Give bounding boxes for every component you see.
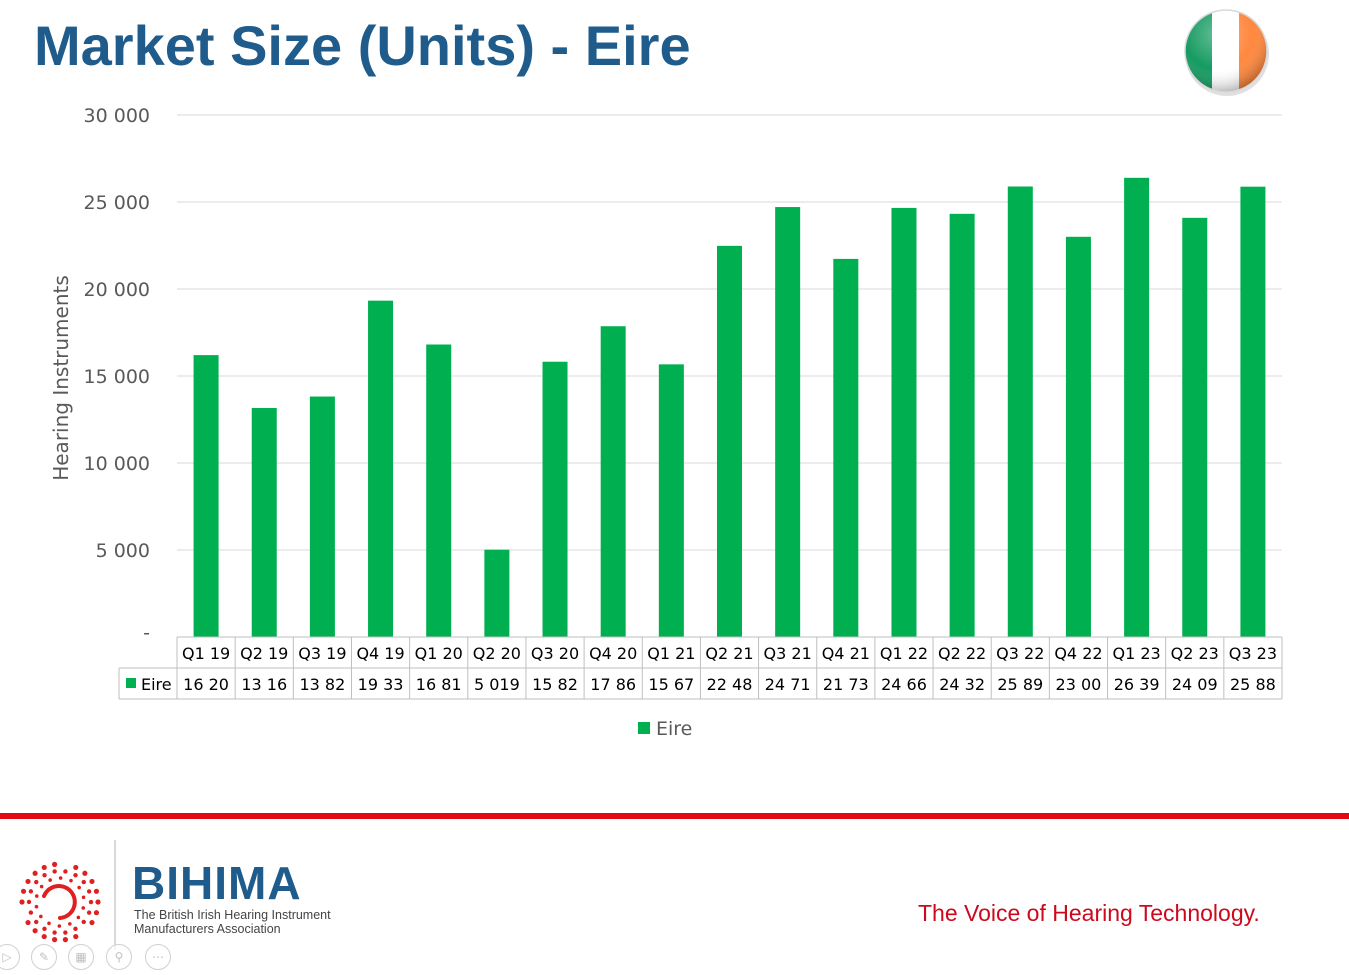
table-value-label: 22 48 xyxy=(707,675,753,694)
play-icon[interactable]: ▷ xyxy=(0,944,20,970)
tagline: The Voice of Hearing Technology. xyxy=(918,900,1260,926)
table-value-label: 15 82 xyxy=(532,675,578,694)
y-tick-label: 30 000 xyxy=(84,105,150,127)
bar xyxy=(1065,236,1091,638)
footer-accent-line xyxy=(0,813,1349,819)
bar xyxy=(1240,186,1266,638)
slide-title: Market Size (Units) - Eire xyxy=(34,14,691,77)
table-value-label: 17 86 xyxy=(590,675,636,694)
bar xyxy=(542,361,568,637)
table-value-label: 24 32 xyxy=(939,675,985,694)
logo-divider xyxy=(114,840,116,950)
bar xyxy=(775,207,801,637)
zoom-icon[interactable]: ⚲ xyxy=(106,944,132,970)
legend-swatch xyxy=(638,722,650,734)
x-category-label: Q1 19 xyxy=(182,644,230,663)
ireland-flag-icon xyxy=(1184,9,1269,96)
x-category-label: Q2 22 xyxy=(938,644,986,663)
legend-label: Eire xyxy=(656,718,692,740)
logo-name: BIHIMA xyxy=(132,857,302,909)
x-category-label: Q4 20 xyxy=(589,644,637,663)
table-series-name: Eire xyxy=(141,675,172,694)
y-tick-label: 25 000 xyxy=(84,192,150,214)
bar xyxy=(658,364,684,637)
bar xyxy=(891,207,917,637)
logo-subtitle-line-1: The British Irish Hearing Instrument xyxy=(134,908,331,922)
x-category-label: Q4 19 xyxy=(356,644,404,663)
bar xyxy=(309,396,335,637)
pen-icon[interactable]: ✎ xyxy=(31,944,57,970)
bar xyxy=(368,300,394,637)
x-category-label: Q3 23 xyxy=(1229,644,1277,663)
bar xyxy=(484,549,510,637)
x-category-label: Q1 23 xyxy=(1112,644,1160,663)
x-category-label: Q3 21 xyxy=(764,644,812,663)
slide-show-controls: ▷ ✎ ▦ ⚲ ⋯ xyxy=(0,941,180,973)
bar xyxy=(600,326,626,637)
y-tick-label: - xyxy=(143,622,150,644)
bar xyxy=(1124,177,1150,637)
slides-grid-icon[interactable]: ▦ xyxy=(68,944,94,970)
bihima-logo-mark-icon xyxy=(19,861,101,943)
bihima-logo: BIHIMA The British Irish Hearing Instrum… xyxy=(14,840,354,950)
table-value-label: 13 16 xyxy=(241,675,287,694)
y-tick-label: 10 000 xyxy=(84,453,150,475)
y-tick-label: 15 000 xyxy=(84,366,150,388)
bar xyxy=(949,213,975,637)
x-category-label: Q3 22 xyxy=(996,644,1044,663)
bar xyxy=(251,408,277,637)
x-category-label: Q4 21 xyxy=(822,644,870,663)
x-category-label: Q3 20 xyxy=(531,644,579,663)
table-value-label: 24 66 xyxy=(881,675,927,694)
y-tick-label: 5 000 xyxy=(96,540,150,562)
table-value-label: 15 67 xyxy=(648,675,694,694)
table-value-label: 25 88 xyxy=(1230,675,1276,694)
x-category-label: Q3 19 xyxy=(298,644,346,663)
table-value-label: 24 09 xyxy=(1172,675,1218,694)
bar xyxy=(1007,186,1033,637)
x-category-label: Q1 21 xyxy=(647,644,695,663)
x-category-label: Q2 19 xyxy=(240,644,288,663)
bar xyxy=(1182,217,1208,638)
table-value-label: 19 33 xyxy=(358,675,404,694)
table-value-label: 21 73 xyxy=(823,675,869,694)
y-tick-label: 20 000 xyxy=(84,279,150,301)
bar xyxy=(716,245,743,637)
x-category-label: Q2 21 xyxy=(705,644,753,663)
table-value-label: 23 00 xyxy=(1056,675,1102,694)
table-value-label: 13 82 xyxy=(299,675,345,694)
bar xyxy=(426,344,452,637)
bar xyxy=(193,355,219,637)
x-category-label: Q4 22 xyxy=(1054,644,1102,663)
table-value-label: 16 81 xyxy=(416,675,462,694)
x-category-label: Q2 23 xyxy=(1171,644,1219,663)
x-category-label: Q2 20 xyxy=(473,644,521,663)
logo-subtitle-line-2: Manufacturers Association xyxy=(134,922,281,936)
table-series-key xyxy=(126,678,136,688)
y-axis-title: Hearing Instruments xyxy=(49,275,73,481)
x-category-label: Q1 22 xyxy=(880,644,928,663)
market-size-chart: - 5 000 10 000 15 000 20 000 25 000 30 000 Hear… xyxy=(49,105,1283,740)
more-options-icon[interactable]: ⋯ xyxy=(145,944,171,970)
table-value-label: 25 89 xyxy=(997,675,1043,694)
table-value-label: 5 019 xyxy=(474,675,520,694)
x-category-label: Q1 20 xyxy=(415,644,463,663)
table-value-label: 26 39 xyxy=(1114,675,1160,694)
table-value-label: 16 20 xyxy=(183,675,229,694)
bar xyxy=(833,258,859,637)
table-value-label: 24 71 xyxy=(765,675,811,694)
